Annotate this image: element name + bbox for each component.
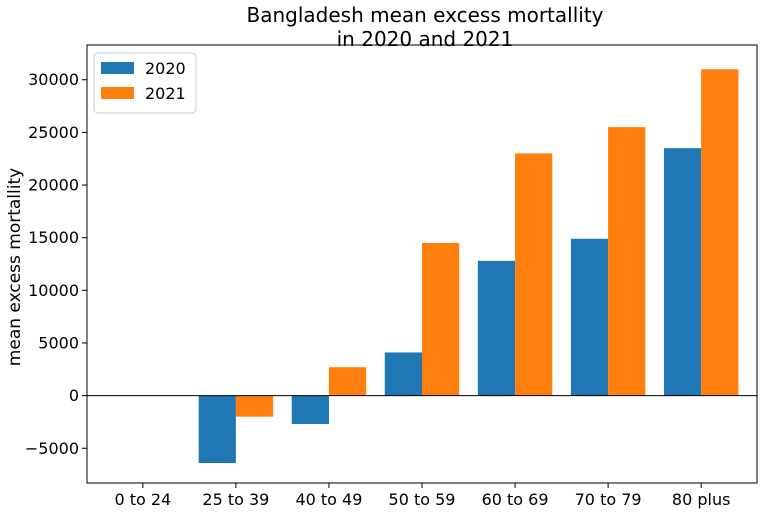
legend-label-2021: 2021 xyxy=(145,84,186,103)
bar-2021-40-to-49 xyxy=(328,367,367,396)
chart-title-line-1: Bangladesh mean excess mortallity xyxy=(246,3,603,27)
x-tick-label: 0 to 24 xyxy=(114,490,171,509)
y-axis-label: mean excess mortallity xyxy=(5,168,25,366)
x-tick-label: 60 to 69 xyxy=(482,490,549,509)
bars-layer xyxy=(198,69,739,463)
bar-2020-25-to-39 xyxy=(198,395,236,463)
bar-2020-70-to-79 xyxy=(570,238,609,396)
y-tick-label: −5000 xyxy=(25,439,79,458)
y-axis-ticks: −5000 0 5000 10000 15000 20000 25000 30000 xyxy=(25,70,87,458)
legend-swatch-2021 xyxy=(101,87,134,99)
bar-2020-50-to-59 xyxy=(384,352,422,396)
bar-2021-25-to-39 xyxy=(235,395,274,417)
bar-2020-40-to-49 xyxy=(291,395,329,425)
x-axis-ticks: 0 to 24 25 to 39 40 to 49 50 to 59 60 to 69 7… xyxy=(114,483,730,509)
y-tick-label: 5000 xyxy=(38,333,79,352)
legend-swatch-2020 xyxy=(101,62,134,74)
y-tick-label: 30000 xyxy=(28,70,79,89)
x-tick-label: 40 to 49 xyxy=(295,490,362,509)
x-tick-label: 80 plus xyxy=(672,490,731,509)
bar-2020-60-to-69 xyxy=(477,260,516,396)
bar-2020-80-plus xyxy=(663,148,702,396)
legend: 2020 2021 xyxy=(93,52,197,114)
x-tick-label: 70 to 79 xyxy=(575,490,642,509)
bar-2021-60-to-69 xyxy=(515,153,553,396)
y-tick-label: 25000 xyxy=(28,123,79,142)
y-tick-label: 15000 xyxy=(28,228,79,247)
y-tick-label: 10000 xyxy=(28,281,79,300)
x-tick-label: 25 to 39 xyxy=(202,490,269,509)
chart-title-line-2: in 2020 and 2021 xyxy=(337,27,514,51)
legend-label-2020: 2020 xyxy=(145,59,186,78)
bar-2021-70-to-79 xyxy=(608,127,646,396)
y-tick-label: 0 xyxy=(69,386,79,405)
y-tick-label: 20000 xyxy=(28,176,79,195)
bar-2021-50-to-59 xyxy=(422,242,460,396)
bar-2021-80-plus xyxy=(701,69,739,396)
x-tick-label: 50 to 59 xyxy=(389,490,456,509)
